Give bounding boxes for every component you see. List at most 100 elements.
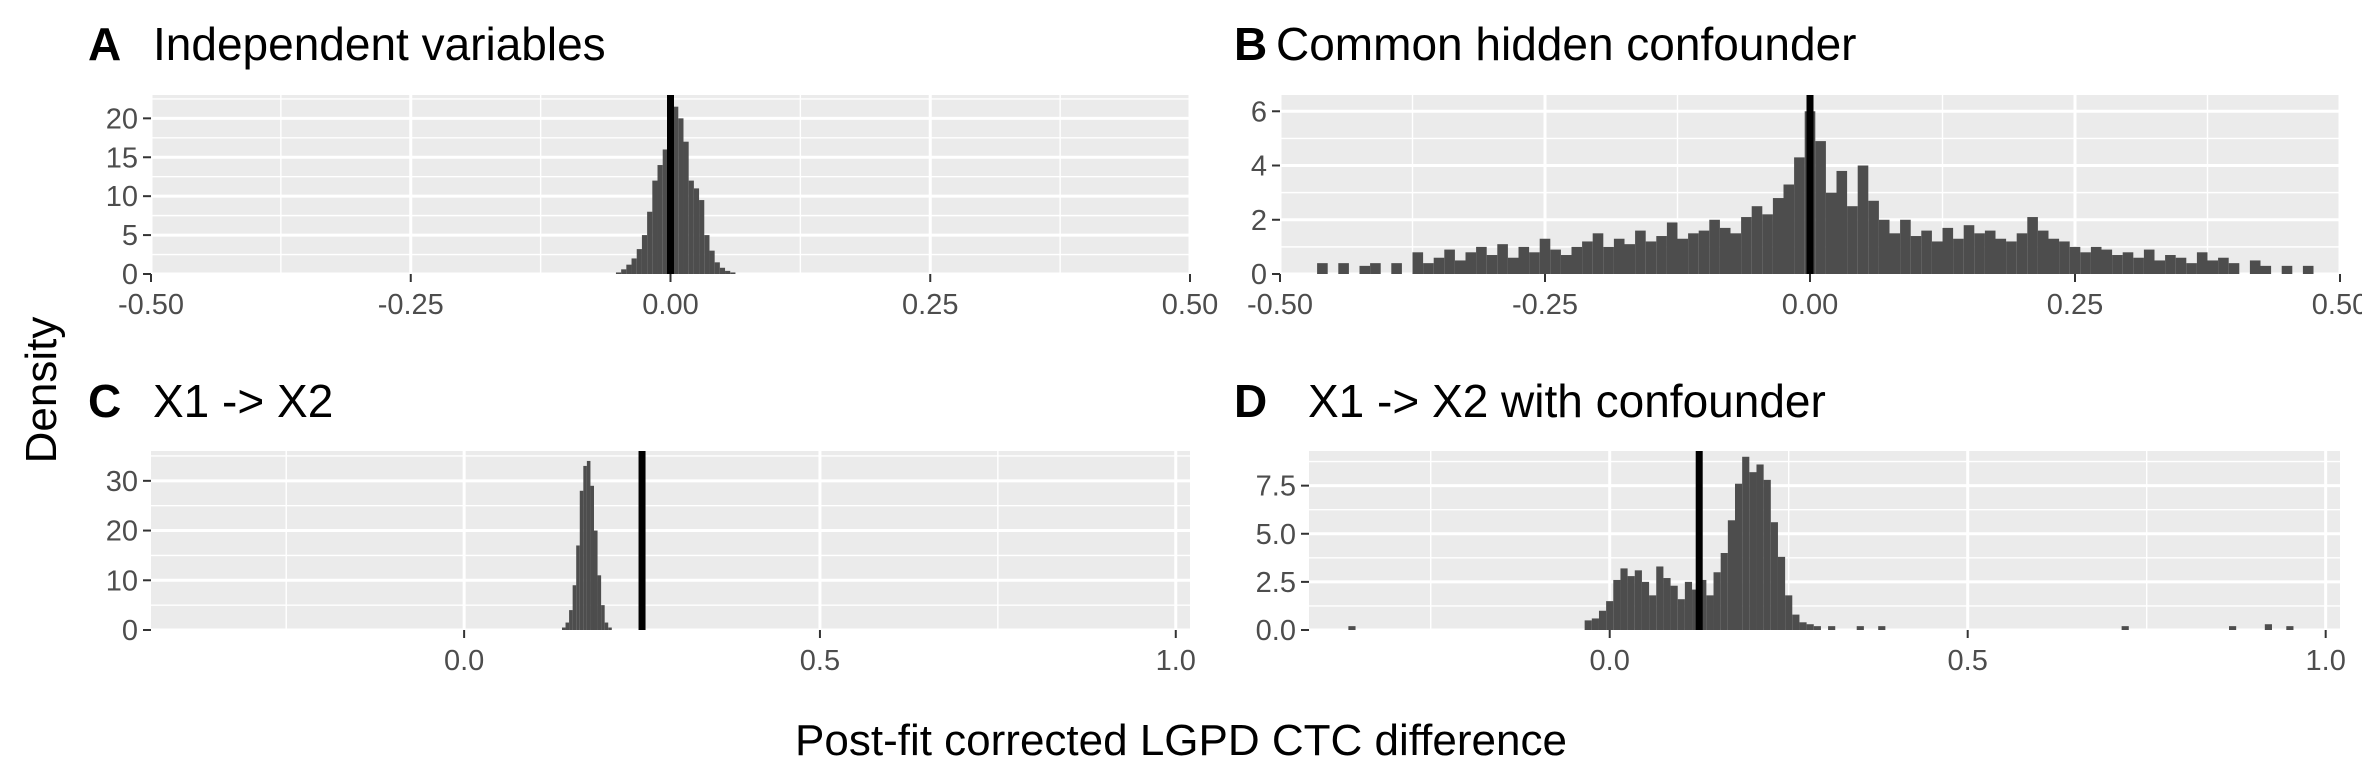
histogram-bar [1749, 472, 1757, 630]
histogram-bar [1423, 263, 1434, 274]
histogram-bar [1317, 263, 1328, 274]
histogram-bar [1730, 233, 1742, 274]
y-tick-label: 0.0 [1256, 615, 1296, 647]
histogram-bar [604, 622, 609, 630]
panel-tag: C [88, 375, 121, 427]
histogram-bar [652, 180, 658, 274]
histogram-bar [1762, 214, 1773, 274]
x-tick-label: 0.00 [642, 289, 698, 321]
histogram-bar [1984, 230, 1996, 274]
y-tick-label: 2.5 [1256, 567, 1296, 599]
histogram-bar [2027, 217, 2038, 274]
histogram-bar [579, 490, 584, 630]
panel-title: Independent variables [153, 18, 606, 70]
histogram-bar [1433, 257, 1445, 274]
histogram-bar [2218, 257, 2229, 274]
histogram-bar [1603, 246, 1614, 274]
histogram-bar [569, 610, 573, 630]
histogram-bar [1815, 141, 1826, 274]
histogram-bar [1598, 610, 1607, 630]
histogram-bar [1856, 626, 1864, 630]
x-tick-label: 1.0 [1156, 645, 1196, 677]
y-tick-label: 6 [1251, 96, 1267, 128]
histogram-bar [1709, 219, 1720, 274]
panel-title: Common hidden confounder [1276, 18, 1856, 70]
panel-a: 0 5 10 15 20 -0.50 -0.25 0.00 0.25 0.50 A Independe… [88, 18, 1218, 321]
histogram-bar [1921, 230, 1932, 274]
histogram-bar [1719, 227, 1731, 274]
histogram-bar [1507, 257, 1519, 274]
histogram-bar [615, 272, 622, 274]
histogram-bar [688, 180, 694, 274]
histogram-bar [1620, 568, 1628, 630]
y-tick-label: 4 [1251, 151, 1267, 183]
shared-x-axis-label: Post-fit corrected LGPD CTC difference [795, 716, 1567, 765]
histogram-bar [1486, 255, 1498, 274]
histogram-bar [1706, 595, 1714, 630]
y-axis-label-container: Density [8, 0, 68, 779]
histogram-bar [2069, 246, 2081, 274]
histogram-bar [2264, 624, 2272, 630]
histogram-bar [1735, 483, 1743, 630]
histogram-bar [561, 627, 566, 630]
histogram-bar [1584, 620, 1592, 630]
histogram-bar [621, 269, 627, 274]
y-tick-label: 5.0 [1256, 519, 1296, 551]
histogram-bar [1974, 233, 1985, 274]
y-tick-label: 10 [106, 565, 138, 597]
histogram-bar [2196, 252, 2208, 274]
y-tick-label: 5 [122, 220, 138, 252]
panel-tag: D [1234, 375, 1267, 427]
histogram-bar [1465, 252, 1477, 274]
histogram-bar [1670, 585, 1678, 630]
histogram-bar [2302, 265, 2314, 274]
histogram-bar [2080, 252, 2091, 274]
histogram-bar [2286, 626, 2294, 630]
x-tick-label: 0.25 [902, 289, 958, 321]
histogram-bar [1560, 255, 1572, 274]
histogram-bar [2260, 265, 2272, 274]
histogram-bar [1518, 246, 1530, 274]
histogram-bar [1635, 230, 1646, 274]
panel-tag: A [88, 18, 121, 70]
histogram-bar [641, 235, 648, 274]
histogram-bar [1688, 233, 1699, 274]
histogram-bar [1613, 579, 1621, 630]
histogram-bar [714, 262, 720, 274]
histogram-bar [2090, 246, 2102, 274]
histogram-bar [1713, 572, 1721, 630]
histogram-bar [1476, 246, 1487, 274]
histogram-bar [1627, 576, 1635, 630]
histogram-bar [704, 235, 710, 274]
histogram-bar [601, 605, 605, 630]
histogram-bar [1828, 626, 1836, 630]
histogram-bar [1806, 624, 1814, 630]
histogram-bar [1889, 233, 1901, 274]
x-tick-label: -0.50 [118, 289, 184, 321]
histogram-bar [2207, 260, 2219, 274]
histogram-bar [1613, 238, 1625, 274]
histogram-bar [1720, 553, 1728, 630]
histogram-bar [657, 165, 663, 274]
histogram-bar [1359, 265, 1371, 274]
x-tick-label: 0.0 [1590, 645, 1630, 677]
histogram-bar [693, 188, 700, 274]
histogram-bar [576, 545, 580, 630]
histogram-bar [2281, 265, 2293, 274]
histogram-bar [699, 200, 705, 274]
histogram-bar [1606, 601, 1614, 630]
histogram-bar [2101, 249, 2113, 274]
histogram-bar [1847, 206, 1858, 274]
panel-c: 0 10 20 30 0.0 0.5 1.0 C X1 -> X2 [88, 375, 1196, 677]
histogram-bar [1454, 260, 1466, 274]
histogram-bar [1995, 238, 2007, 274]
histogram-bar [1677, 238, 1689, 274]
histogram-bar [1444, 249, 1455, 274]
y-tick-label: 0 [122, 259, 138, 291]
histogram-bar [2037, 230, 2049, 274]
histogram-bar [1666, 222, 1678, 274]
panel-background [151, 451, 1190, 630]
histogram-bar [2228, 263, 2240, 274]
histogram-bar [2121, 626, 2129, 630]
y-tick-label: 2 [1251, 205, 1267, 237]
